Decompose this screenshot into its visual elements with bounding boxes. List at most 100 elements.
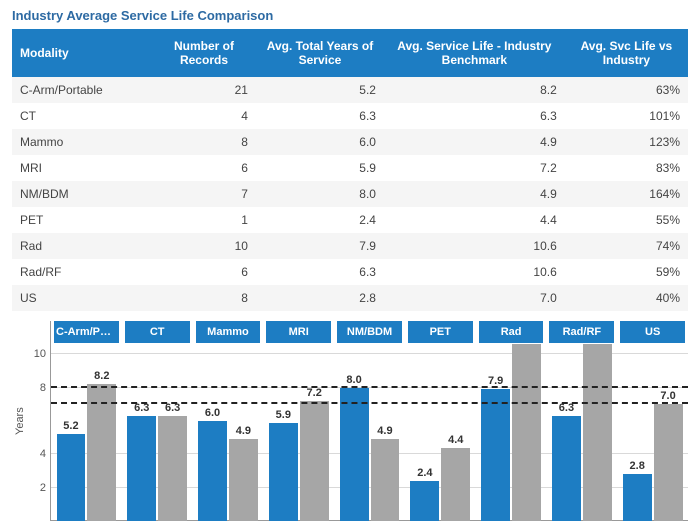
bar-benchmark: 6.3: [158, 416, 187, 521]
y-tick: 4: [40, 448, 46, 460]
table-cell: 7.9: [256, 233, 384, 259]
table-cell: CT: [12, 103, 152, 129]
table-cell: 4: [152, 103, 256, 129]
table-cell: 4.9: [384, 129, 565, 155]
table-cell: 6.0: [256, 129, 384, 155]
bar-service-years: 2.4: [410, 481, 439, 521]
bar-service-years: 5.2: [57, 434, 86, 521]
comparison-table: ModalityNumber of RecordsAvg. Total Year…: [12, 29, 688, 311]
bar-service-years: 5.9: [269, 423, 298, 521]
table-cell: 2.4: [256, 207, 384, 233]
table-cell: 40%: [565, 285, 688, 311]
table-cell: C-Arm/Portable: [12, 77, 152, 103]
category-header: Rad/RF: [549, 321, 614, 343]
y-axis: 2 4 8 10: [26, 321, 50, 521]
category-header: Rad: [479, 321, 544, 343]
category-header: Mammo: [196, 321, 261, 343]
bar-group: CT 6.36.3: [122, 321, 193, 521]
table-cell: 10: [152, 233, 256, 259]
page-title: Industry Average Service Life Comparison: [12, 8, 688, 23]
bar-value-label: 5.9: [276, 409, 291, 421]
table-cell: 59%: [565, 259, 688, 285]
table-row: PET12.44.455%: [12, 207, 688, 233]
category-header: PET: [408, 321, 473, 343]
bar-value-label: 4.4: [448, 434, 463, 446]
reference-line: [51, 386, 688, 388]
table-cell: 8: [152, 285, 256, 311]
category-header: NM/BDM: [337, 321, 402, 343]
table-cell: 7.2: [384, 155, 565, 181]
bar-value-label: 8.2: [94, 370, 109, 382]
table-cell: 6: [152, 155, 256, 181]
category-header: MRI: [266, 321, 331, 343]
bar-benchmark: 7.0: [654, 404, 683, 521]
bar-value-label: 7.0: [660, 390, 675, 402]
table-cell: 5.2: [256, 77, 384, 103]
table-cell: 5.9: [256, 155, 384, 181]
category-header: CT: [125, 321, 190, 343]
table-cell: 10.6: [384, 259, 565, 285]
bar-service-years: 8.0: [340, 388, 369, 521]
table-cell: Rad: [12, 233, 152, 259]
table-cell: 4.4: [384, 207, 565, 233]
y-tick: 8: [40, 382, 46, 394]
table-cell: 55%: [565, 207, 688, 233]
table-cell: 7: [152, 181, 256, 207]
bar-value-label: 4.9: [236, 425, 251, 437]
table-row: C-Arm/Portable215.28.263%: [12, 77, 688, 103]
bar-group: Rad7.910.6: [476, 321, 547, 521]
table-cell: US: [12, 285, 152, 311]
table-cell: 6: [152, 259, 256, 285]
bar-benchmark: 4.4: [441, 448, 470, 521]
table-cell: 74%: [565, 233, 688, 259]
table-cell: 2.8: [256, 285, 384, 311]
reference-line: [51, 402, 688, 404]
bar-benchmark: 8.2: [87, 384, 116, 521]
table-row: Rad107.910.674%: [12, 233, 688, 259]
table-cell: 123%: [565, 129, 688, 155]
table-cell: Rad/RF: [12, 259, 152, 285]
plot-area: C-Arm/Porta..5.28.2CT6.36.3Mammo6.04.9MR…: [50, 321, 688, 521]
bar-value-label: 2.8: [630, 460, 645, 472]
bar-group: NM/BDM 8.0 4.9: [334, 321, 405, 521]
table-cell: PET: [12, 207, 152, 233]
bar-value-label: 4.9: [377, 425, 392, 437]
y-tick: 10: [34, 348, 46, 360]
table-row: US82.87.040%: [12, 285, 688, 311]
table-cell: 4.9: [384, 181, 565, 207]
table-cell: 8.2: [384, 77, 565, 103]
bar-group: Mammo 6.0 4.9: [193, 321, 264, 521]
table-cell: 63%: [565, 77, 688, 103]
table-cell: 101%: [565, 103, 688, 129]
bar-benchmark: 7.2: [300, 401, 329, 521]
table-row: MRI65.97.283%: [12, 155, 688, 181]
bar-service-years: 6.3: [552, 416, 581, 521]
table-row: Mammo86.04.9123%: [12, 129, 688, 155]
bar-service-years: 7.9: [481, 389, 510, 521]
table-cell: 10.6: [384, 233, 565, 259]
col-header: Avg. Svc Life vs Industry: [565, 29, 688, 77]
bar-value-label: 7.2: [307, 387, 322, 399]
table-cell: Mammo: [12, 129, 152, 155]
bar-service-years: 6.0: [198, 421, 227, 521]
col-header: Avg. Total Years of Service: [256, 29, 384, 77]
col-header: Number of Records: [152, 29, 256, 77]
table-cell: 21: [152, 77, 256, 103]
y-tick: 2: [40, 482, 46, 494]
table-cell: 83%: [565, 155, 688, 181]
bar-value-label: 8.0: [346, 374, 361, 386]
bar-service-years: 2.8: [623, 474, 652, 521]
bar-service-years: 6.3: [127, 416, 156, 521]
category-header: C-Arm/Porta..: [54, 321, 119, 343]
bar-group: US2.87.0: [617, 321, 688, 521]
bar-value-label: 5.2: [63, 420, 78, 432]
y-axis-label: Years: [12, 321, 26, 521]
col-header: Modality: [12, 29, 152, 77]
bar-value-label: 2.4: [417, 467, 432, 479]
category-header: US: [620, 321, 685, 343]
table-cell: 164%: [565, 181, 688, 207]
bar-group: C-Arm/Porta..5.28.2: [51, 321, 122, 521]
table-row: NM/BDM78.04.9164%: [12, 181, 688, 207]
service-life-chart: Years 24810 C-Arm/Porta..5.28.2CT6.36.3M…: [12, 321, 688, 521]
table-cell: 6.3: [384, 103, 565, 129]
